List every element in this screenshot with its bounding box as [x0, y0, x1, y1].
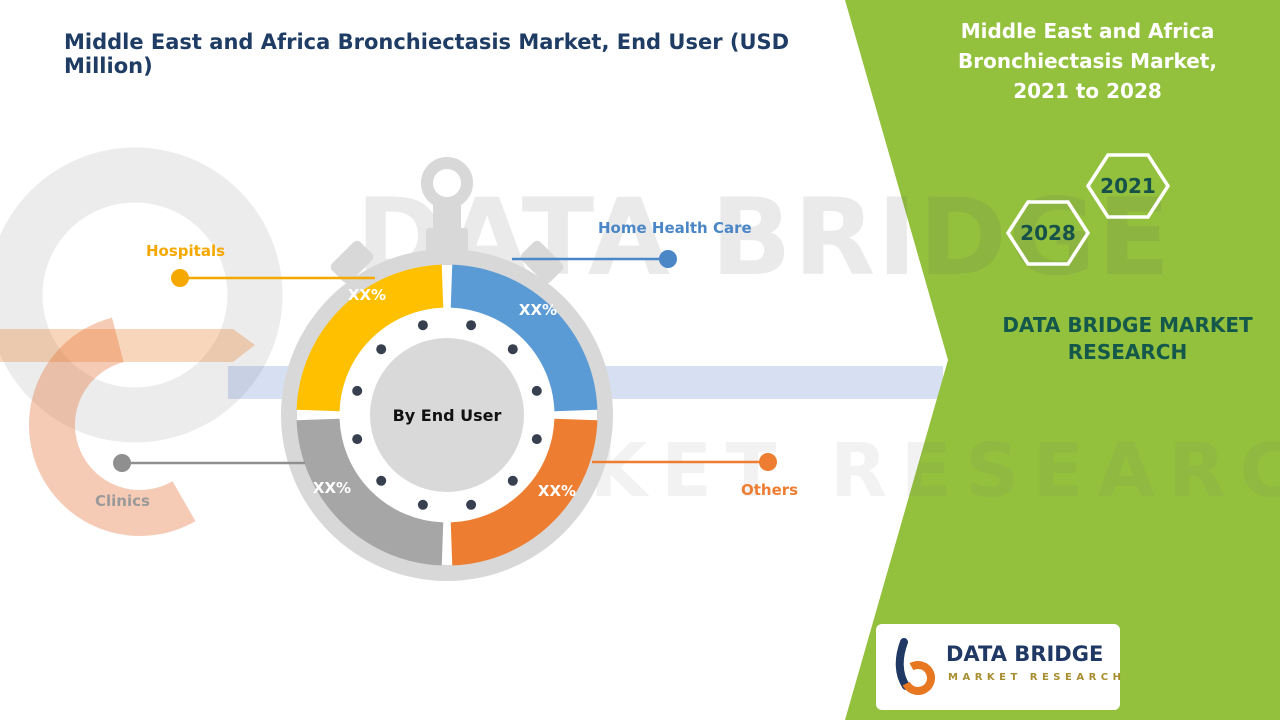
segment-clinics — [296, 418, 444, 566]
watermark-logo-gray-ring — [0, 147, 283, 443]
side-panel-title: Middle East and Africa Bronchiectasis Ma… — [958, 19, 1217, 103]
chart-center-label: By End User — [393, 406, 502, 425]
segment-value-home-health-care: XX% — [519, 301, 557, 319]
segment-home-health-care — [450, 264, 598, 412]
segment-others — [450, 418, 598, 566]
data-bridge-logo-icon — [895, 638, 935, 695]
segment-value-clinics: XX% — [313, 479, 351, 497]
watermark-logo-orange-arc — [28, 314, 251, 536]
forecast-year-badges: 2028 2021 — [1005, 153, 1171, 266]
callout-label-home-health-care: Home Health Care — [598, 219, 752, 237]
stopwatch-right-lug — [520, 240, 564, 284]
page-title: Middle East and Africa Bronchiectasis Ma… — [64, 30, 790, 78]
leader-dot-hospitals — [171, 269, 189, 287]
callout-label-others: Others — [741, 481, 799, 499]
clock-tick-dots — [352, 320, 542, 510]
segment-value-others: XX% — [538, 482, 576, 500]
leader-dot-clinics — [113, 454, 131, 472]
year-badge-2021: 2021 — [1100, 174, 1156, 198]
hexagon-2028 — [1005, 200, 1091, 266]
year-badge-2028: 2028 — [1020, 221, 1076, 245]
footer-logo-tagline: MARKET RESEARCH — [948, 672, 1126, 683]
leader-dot-home-health-care — [659, 250, 677, 268]
chart-center-hub — [370, 338, 524, 492]
side-panel-brand-text: DATA BRIDGE MARKET RESEARCH — [1002, 313, 1253, 364]
callout-label-hospitals: Hospitals — [146, 242, 226, 260]
callout-label-clinics: Clinics — [95, 492, 150, 510]
stopwatch-left-lug — [330, 240, 374, 284]
stopwatch-crown-ring — [421, 157, 473, 209]
hexagon-2021 — [1085, 153, 1171, 219]
watermark-orange-stripe — [0, 329, 255, 362]
stopwatch-crown-button — [426, 228, 468, 254]
segment-hospitals — [296, 264, 444, 412]
segment-value-hospitals: XX% — [348, 286, 386, 304]
leader-dot-others — [759, 453, 777, 471]
footer-logo: DATA BRIDGE MARKET RESEARCH — [876, 624, 1121, 710]
footer-logo-name: DATA BRIDGE — [946, 642, 1104, 666]
stopwatch-donut-chart: By End User XX% XX% XX% XX% — [113, 157, 777, 581]
logo-b-spine — [895, 638, 910, 690]
